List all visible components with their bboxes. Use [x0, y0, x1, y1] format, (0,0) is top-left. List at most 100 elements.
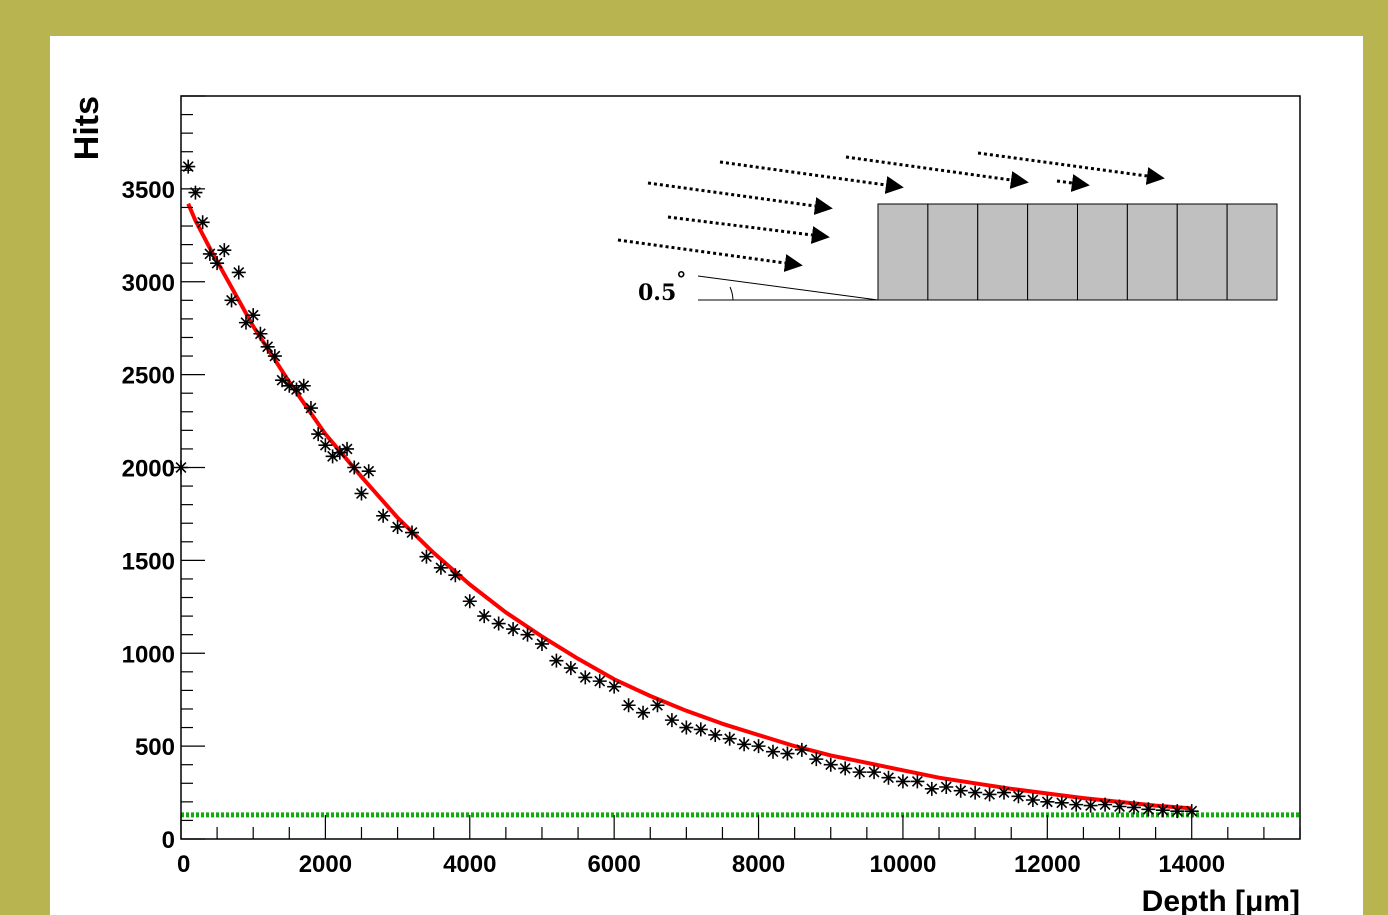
data-point [1155, 803, 1170, 818]
data-point [202, 246, 217, 261]
data-point [520, 627, 535, 642]
data-point [217, 243, 232, 258]
pixel-cell [1126, 203, 1178, 301]
x-tick-label: 6000 [587, 851, 640, 878]
data-point [405, 525, 420, 540]
data-point [188, 185, 203, 200]
pixel-cell [1077, 203, 1128, 301]
data-point [253, 326, 268, 341]
data-point [1170, 804, 1185, 819]
data-point [210, 256, 225, 271]
y-tick-label: 1000 [122, 641, 175, 668]
data-point [708, 727, 723, 742]
data-point [311, 427, 326, 442]
chart-panel: 0 2000 4000 6000 8000 10000 12000 14000 0 500 100… [50, 36, 1363, 915]
data-point [354, 486, 369, 501]
data-point [267, 349, 282, 364]
x-tick-label: 14000 [1158, 851, 1225, 878]
data-point [282, 378, 297, 393]
y-axis-ticks: 0 500 1000 1500 2000 2500 3000 3500 [122, 95, 205, 854]
beam-arrow [617, 238, 803, 272]
data-point [181, 159, 196, 174]
data-point [231, 265, 246, 280]
markers-layer [174, 159, 1199, 819]
x-tick-label: 8000 [732, 851, 785, 878]
data-point [1141, 802, 1156, 817]
angle-arc [729, 286, 734, 301]
beam-arrows [617, 151, 1165, 272]
pixel-cell [1176, 203, 1228, 301]
data-point [260, 339, 275, 354]
data-point [563, 661, 578, 676]
x-tick-label: 2000 [299, 851, 352, 878]
data-point [491, 616, 506, 631]
data-point [332, 445, 347, 460]
x-tick-label: 12000 [1014, 851, 1081, 878]
y-axis-label: Hits [68, 96, 106, 160]
data-point [390, 519, 405, 534]
data-point [997, 785, 1012, 800]
data-point [361, 464, 376, 479]
data-point [1040, 794, 1055, 809]
data-point [809, 752, 824, 767]
y-tick-label: 3500 [122, 177, 175, 204]
data-point [650, 698, 665, 713]
data-point [1112, 799, 1127, 814]
data-point [195, 215, 210, 230]
beam-arrow [647, 181, 833, 215]
data-point [722, 731, 737, 746]
pixel-cell [877, 203, 929, 301]
data-point [318, 438, 333, 453]
data-point [910, 774, 925, 789]
data-point [448, 568, 463, 583]
data-point [1054, 795, 1069, 810]
beam-inset: 0.5° [617, 151, 1278, 306]
data-point [621, 698, 636, 713]
data-point [592, 674, 607, 689]
data-point [780, 746, 795, 761]
pixel-cell [977, 203, 1029, 301]
x-axis-label: Depth [μm] [1142, 885, 1300, 915]
data-point [296, 378, 311, 393]
x-tick-label: 4000 [443, 851, 496, 878]
y-tick-label: 2500 [122, 363, 175, 390]
data-point [534, 636, 549, 651]
data-point [607, 679, 622, 694]
chart-svg: 0 2000 4000 6000 8000 10000 12000 14000 0 500 100… [68, 95, 1301, 915]
data-point [246, 308, 261, 323]
data-point [1069, 797, 1084, 812]
data-point [693, 722, 708, 737]
data-point [982, 787, 997, 802]
x-tick-label: 0 [177, 851, 190, 878]
x-axis-ticks: 0 2000 4000 6000 8000 10000 12000 14000 [177, 815, 1301, 878]
data-point [895, 774, 910, 789]
data-point [751, 739, 766, 754]
data-point [881, 770, 896, 785]
beam-arrow [977, 151, 1165, 185]
data-point [1025, 792, 1040, 807]
beam-arrow [667, 215, 830, 244]
data-point [823, 757, 838, 772]
data-point [1083, 798, 1098, 813]
y-tick-label: 2000 [122, 456, 175, 483]
data-point [852, 765, 867, 780]
data-point [664, 713, 679, 728]
y-tick-label: 500 [135, 734, 175, 761]
data-point [1126, 800, 1141, 815]
data-point [924, 781, 939, 796]
y-tick-label: 0 [162, 827, 175, 854]
data-point [376, 508, 391, 523]
data-point [953, 783, 968, 798]
data-point [838, 761, 853, 776]
data-point [275, 373, 290, 388]
data-point [238, 315, 253, 330]
data-point [289, 382, 304, 397]
x-tick-label: 10000 [870, 851, 937, 878]
beam-arrow [1056, 174, 1090, 192]
pixel-cell [927, 203, 979, 301]
data-point [549, 653, 564, 668]
pixel-detector [877, 203, 1278, 301]
data-point [939, 779, 954, 794]
inset-incline [697, 275, 879, 301]
data-point [867, 765, 882, 780]
